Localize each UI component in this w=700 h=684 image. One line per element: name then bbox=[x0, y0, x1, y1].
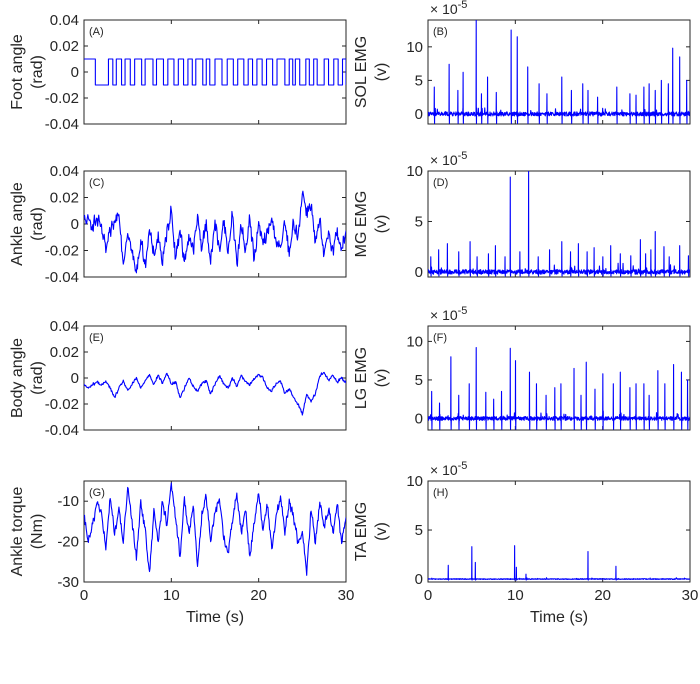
series-line bbox=[84, 371, 346, 416]
y-tick-label: -0.04 bbox=[45, 422, 79, 439]
x-axis-label: Time (s) bbox=[530, 609, 588, 626]
y-tick-label: 0.02 bbox=[50, 38, 79, 55]
panel-b: 0 5 10 SOL EMG (v) × 10-5 (B) bbox=[353, 0, 691, 125]
y-axis-label: MG EMG (v) bbox=[353, 191, 390, 258]
x-tick-label: 30 bbox=[682, 587, 699, 604]
axis-exponent: × 10-5 bbox=[430, 460, 467, 478]
y-tick-label: -0.04 bbox=[45, 116, 79, 133]
panel-label: (D) bbox=[433, 177, 448, 189]
panel-label: (A) bbox=[89, 26, 104, 38]
y-tick-label: 10 bbox=[406, 333, 423, 350]
x-tick-label: 30 bbox=[338, 587, 355, 604]
y-tick-label: 10 bbox=[406, 163, 423, 180]
series-line bbox=[428, 545, 690, 581]
axis-exponent: × 10-5 bbox=[430, 0, 467, 17]
y-axis-label: Body angle (rad) bbox=[9, 338, 46, 418]
y-tick-label: 0.04 bbox=[50, 318, 79, 335]
x-tick-label: 10 bbox=[507, 587, 524, 604]
panel-h: 0 5 10 0 10 20 30 Time (s) TA EMG (v) × 10-5 (H) bbox=[353, 460, 698, 626]
series-line bbox=[428, 20, 690, 124]
y-tick-label: 0.04 bbox=[50, 163, 79, 180]
y-tick-label: 0.02 bbox=[50, 190, 79, 207]
y-tick-label: 0 bbox=[415, 410, 423, 427]
panel-g: -30 -20 -10 0 10 20 30 Time (s) Ankle torque (Nm)… bbox=[9, 480, 355, 626]
axes-frame bbox=[427, 170, 691, 278]
y-axis-label: Ankle torque (Nm) bbox=[9, 486, 46, 576]
y-tick-label: 0 bbox=[71, 64, 79, 81]
y-tick-label: 0 bbox=[415, 106, 423, 123]
series-line bbox=[84, 58, 346, 86]
axes-frame bbox=[83, 480, 347, 583]
panel-label: (E) bbox=[89, 332, 104, 344]
y-tick-label: 5 bbox=[415, 522, 423, 539]
series-line bbox=[428, 171, 690, 277]
y-tick-label: 0.04 bbox=[50, 12, 79, 29]
x-tick-label: 0 bbox=[424, 587, 432, 604]
x-tick-label: 20 bbox=[250, 587, 267, 604]
y-tick-label: 5 bbox=[415, 372, 423, 389]
panel-label: (H) bbox=[433, 487, 448, 499]
y-axis-label: LG EMG (v) bbox=[353, 347, 390, 409]
axis-exponent: × 10-5 bbox=[430, 305, 467, 323]
x-axis-label: Time (s) bbox=[186, 609, 244, 626]
y-tick-label: 0 bbox=[415, 571, 423, 588]
y-axis-label: Ankle angle (rad) bbox=[9, 182, 46, 266]
y-tick-label: -0.02 bbox=[45, 90, 79, 107]
y-tick-label: -0.04 bbox=[45, 269, 79, 286]
axes-frame bbox=[427, 480, 691, 583]
y-tick-label: 5 bbox=[415, 213, 423, 230]
y-tick-label: 10 bbox=[406, 473, 423, 490]
y-tick-label: -10 bbox=[57, 493, 79, 510]
axis-exponent: × 10-5 bbox=[430, 150, 467, 168]
series-line bbox=[428, 347, 690, 430]
series-line bbox=[84, 482, 346, 576]
x-tick-label: 20 bbox=[594, 587, 611, 604]
panel-d: 0 5 10 MG EMG (v) × 10-5 (D) bbox=[353, 150, 691, 281]
series-line bbox=[84, 190, 346, 274]
axes-frame bbox=[427, 325, 691, 431]
y-tick-label: -0.02 bbox=[45, 243, 79, 260]
panel-label: (C) bbox=[89, 177, 104, 189]
y-axis-label: TA EMG (v) bbox=[353, 502, 390, 561]
y-axis-label: SOL EMG (v) bbox=[353, 36, 390, 108]
axes-frame bbox=[427, 19, 691, 125]
x-tick-label: 0 bbox=[80, 587, 88, 604]
y-tick-label: 0 bbox=[71, 370, 79, 387]
x-tick-label: 10 bbox=[163, 587, 180, 604]
y-axis-label: Foot angle (rad) bbox=[9, 34, 46, 110]
panel-label: (F) bbox=[433, 332, 447, 344]
y-tick-label: 0 bbox=[71, 216, 79, 233]
panel-label: (G) bbox=[89, 487, 105, 499]
y-tick-label: 10 bbox=[406, 39, 423, 56]
y-tick-label: -30 bbox=[57, 574, 79, 591]
panel-label: (B) bbox=[433, 26, 448, 38]
y-tick-label: 0 bbox=[415, 264, 423, 281]
y-tick-label: -0.02 bbox=[45, 396, 79, 413]
panel-f: 0 5 10 LG EMG (v) × 10-5 (F) bbox=[353, 305, 691, 431]
y-tick-label: 5 bbox=[415, 72, 423, 89]
y-tick-label: 0.02 bbox=[50, 344, 79, 361]
axes-frame bbox=[83, 325, 347, 431]
y-tick-label: -20 bbox=[57, 534, 79, 551]
